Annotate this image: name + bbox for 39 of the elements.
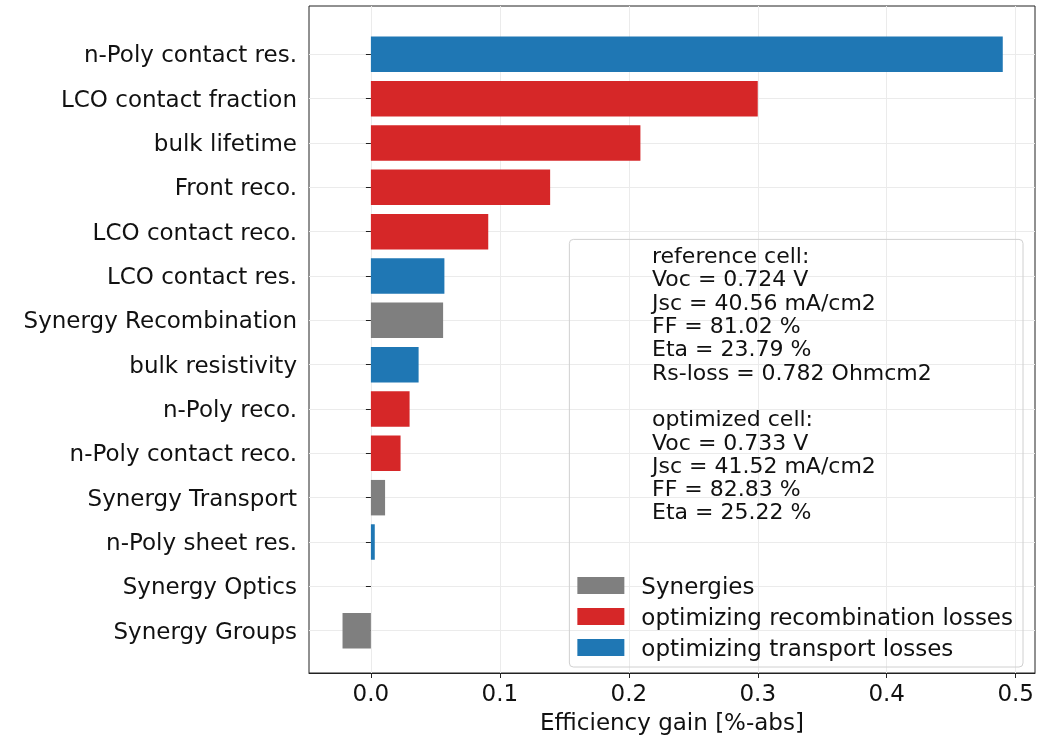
annotation: reference cell: Voc = 0.724 V Jsc = 40.56 mA/cm2 FF = 81.02 % Eta = 23.79 % Rs-loss = 0.782 Ohmcm2: [650, 243, 932, 385]
bar: [370, 346, 419, 383]
bar: [370, 169, 551, 206]
legend-label: Synergies: [641, 572, 755, 599]
bar: [370, 125, 641, 161]
y-tick-label: n-Poly contact res.: [83, 41, 297, 68]
legend-label: optimizing recombination losses: [641, 603, 1013, 630]
y-tick-label: bulk lifetime: [153, 129, 297, 156]
y-tick-label: LCO contact reco.: [92, 218, 297, 245]
x-axis-title: Efficiency gain [%-abs]: [540, 708, 804, 735]
bar: [370, 391, 410, 427]
y-tick-label: Synergy Transport: [87, 484, 297, 511]
y-tick-label: LCO contact res.: [106, 263, 297, 289]
bar: [342, 612, 371, 649]
bar: [370, 479, 386, 516]
bar: [370, 524, 375, 560]
x-tick-label: 0.5: [997, 679, 1034, 706]
y-tick-label: Synergy Optics: [122, 573, 297, 600]
x-tick-label: 0.4: [868, 679, 905, 706]
legend-label: optimizing transport losses: [641, 634, 954, 661]
bar: [370, 36, 1003, 73]
x-tick-label: 0.2: [610, 679, 648, 706]
annotation: optimized cell: Voc = 0.733 V Jsc = 41.52 mA/cm2 FF = 82.83 % Eta = 25.22 %: [650, 406, 876, 525]
x-tick-label: 0.0: [352, 679, 390, 706]
y-tick-label: Synergy Groups: [113, 617, 297, 644]
x-tick-label: 0.1: [481, 679, 519, 706]
x-tick-label: 0.3: [739, 679, 777, 706]
bar: [370, 302, 444, 339]
y-tick-label: Front reco.: [174, 174, 297, 201]
bar: [370, 435, 401, 472]
y-tick-label: n-Poly contact reco.: [69, 440, 297, 467]
y-tick-label: LCO contact fraction: [60, 85, 297, 112]
bar: [370, 80, 758, 117]
bar: [370, 213, 489, 250]
y-tick-label: bulk resistivity: [129, 351, 297, 378]
y-tick-label: n-Poly reco.: [162, 396, 297, 422]
y-tick-label: Synergy Recombination: [23, 307, 297, 334]
bar: [370, 258, 445, 294]
y-tick-label: n-Poly sheet res.: [106, 529, 297, 556]
